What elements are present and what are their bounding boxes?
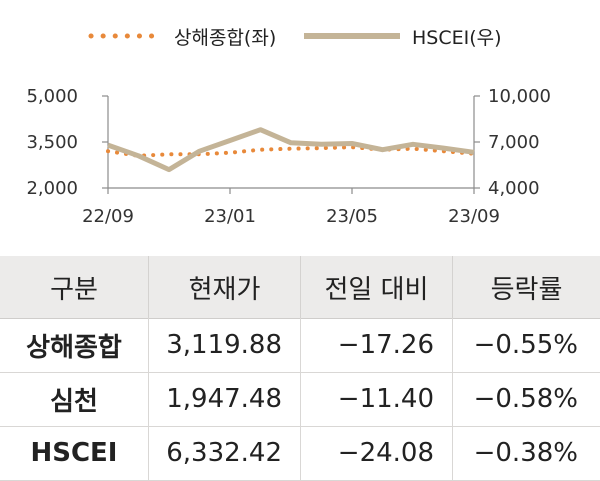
header-rate: 등락률: [452, 256, 600, 318]
legend-item-hscei: HSCEI(우): [302, 18, 502, 54]
right-tick-label: 4,000: [488, 178, 540, 199]
row-price: 6,332.42: [148, 426, 300, 480]
row-price: 3,119.88: [148, 318, 300, 372]
header-price: 현재가: [148, 256, 300, 318]
left-tick-label: 3,500: [26, 132, 78, 153]
row-price: 1,947.48: [148, 372, 300, 426]
series-line-shanghai: [106, 145, 476, 158]
left-tick-label: 5,000: [26, 86, 78, 107]
line-chart: 5,000 3,500 2,000 10,000 7,000 4,000 22/09 23/0…: [26, 86, 551, 227]
row-change: −24.08: [300, 426, 452, 480]
row-rate: −0.55%: [452, 318, 600, 372]
row-change: −17.26: [300, 318, 452, 372]
x-tick-label: 23/01: [204, 206, 256, 227]
legend-label-shanghai: 상해종합(좌): [174, 26, 277, 49]
index-table: 구분 현재가 전일 대비 등락률 상해종합 3,119.88 −17.26 −0…: [0, 256, 600, 481]
legend-label-hscei: HSCEI(우): [412, 26, 502, 49]
table-row: HSCEI 6,332.42 −24.08 −0.38%: [0, 426, 600, 481]
right-tick-label: 10,000: [488, 86, 551, 107]
row-name: 심천: [50, 386, 98, 417]
row-name: HSCEI: [30, 438, 118, 468]
right-tick-label: 7,000: [488, 132, 540, 153]
row-rate: −0.38%: [452, 426, 600, 480]
chart-legend: 상해종합(좌) HSCEI(우): [0, 18, 600, 54]
series-line-hscei: [107, 127, 475, 173]
row-change: −11.40: [300, 372, 452, 426]
header-change: 전일 대비: [300, 256, 452, 318]
x-tick-label: 23/05: [326, 206, 378, 227]
row-name: 상해종합: [26, 332, 122, 363]
row-rate: −0.58%: [452, 372, 600, 426]
table-row: 상해종합 3,119.88 −17.26 −0.55%: [0, 318, 600, 373]
left-tick-label: 2,000: [26, 178, 78, 199]
legend-swatch-dotted: [88, 33, 164, 39]
x-tick-label: 23/09: [448, 206, 500, 227]
table-header-row: 구분 현재가 전일 대비 등락률: [0, 256, 600, 319]
table-row: 심천 1,947.48 −11.40 −0.58%: [0, 372, 600, 427]
header-category: 구분: [50, 274, 98, 305]
x-tick-label: 22/09: [82, 206, 134, 227]
legend-item-shanghai: 상해종합(좌): [88, 18, 276, 54]
legend-swatch-solid: [304, 33, 400, 39]
